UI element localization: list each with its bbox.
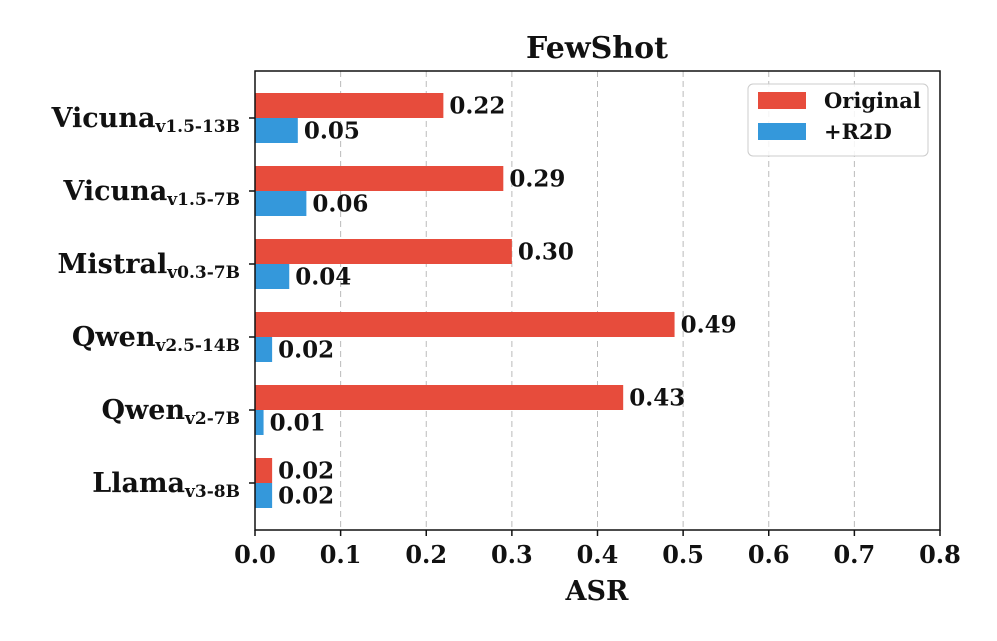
x-axis-label: ASR xyxy=(565,576,629,607)
x-tick-label: 0.5 xyxy=(662,540,704,569)
bar-original xyxy=(255,312,675,337)
bar-r2d xyxy=(255,118,298,143)
y-tick-label: Qwenv2.5-14B xyxy=(72,322,240,356)
bar-original xyxy=(255,458,273,483)
legend-label: Original xyxy=(824,88,921,113)
data-label: 0.01 xyxy=(270,410,326,437)
model-version: v2-7B xyxy=(184,409,240,429)
y-tick-label: Vicunav1.5-7B xyxy=(62,176,240,210)
bar-r2d xyxy=(255,191,307,216)
x-tick-label: 0.4 xyxy=(577,540,619,569)
legend-swatch xyxy=(758,92,806,109)
data-label: 0.05 xyxy=(304,118,360,145)
model-version: v2.5-14B xyxy=(154,336,240,356)
data-label: 0.02 xyxy=(278,458,334,485)
bar-original xyxy=(255,239,512,264)
model-version: v0.3-7B xyxy=(166,263,240,283)
data-label: 0.02 xyxy=(278,483,334,510)
data-label: 0.04 xyxy=(295,264,351,291)
model-version: v3-8B xyxy=(184,482,240,502)
x-tick-label: 0.0 xyxy=(234,540,276,569)
model-name: Vicuna xyxy=(62,176,167,207)
data-label: 0.22 xyxy=(449,93,505,120)
model-name: Llama xyxy=(92,468,185,499)
x-tick-label: 0.6 xyxy=(748,540,790,569)
legend-swatch xyxy=(758,123,806,140)
x-tick-label: 0.8 xyxy=(919,540,961,569)
model-name: Qwen xyxy=(72,322,156,353)
model-name: Qwen xyxy=(101,395,185,426)
bar-original xyxy=(255,166,504,191)
y-tick-label: Mistralv0.3-7B xyxy=(57,249,240,283)
bar-original xyxy=(255,385,624,410)
data-label: 0.06 xyxy=(312,191,368,218)
model-version: v1.5-13B xyxy=(154,117,240,137)
y-tick-label: Llamav3-8B xyxy=(92,468,240,502)
bar-original xyxy=(255,93,444,118)
legend: Original +R2D xyxy=(747,83,929,157)
y-tick-label: Vicunav1.5-13B xyxy=(51,103,240,137)
model-name: Vicuna xyxy=(51,103,156,134)
model-name: Mistral xyxy=(57,249,167,280)
data-label: 0.29 xyxy=(509,166,565,193)
x-tick-label: 0.3 xyxy=(491,540,533,569)
x-tick-label: 0.2 xyxy=(405,540,447,569)
model-version: v1.5-7B xyxy=(166,190,240,210)
y-tick-label: Qwenv2-7B xyxy=(101,395,240,429)
data-label: 0.02 xyxy=(278,337,334,364)
data-label: 0.43 xyxy=(629,385,685,412)
bar-r2d xyxy=(255,483,273,508)
legend-label: +R2D xyxy=(824,119,892,144)
data-label: 0.30 xyxy=(518,239,574,266)
x-tick-label: 0.7 xyxy=(833,540,875,569)
bar-r2d xyxy=(255,264,290,289)
bar-r2d xyxy=(255,337,273,362)
data-label: 0.49 xyxy=(681,312,737,339)
bar-r2d xyxy=(255,410,264,435)
chart-title: FewShot xyxy=(526,31,668,66)
x-tick-label: 0.1 xyxy=(320,540,362,569)
